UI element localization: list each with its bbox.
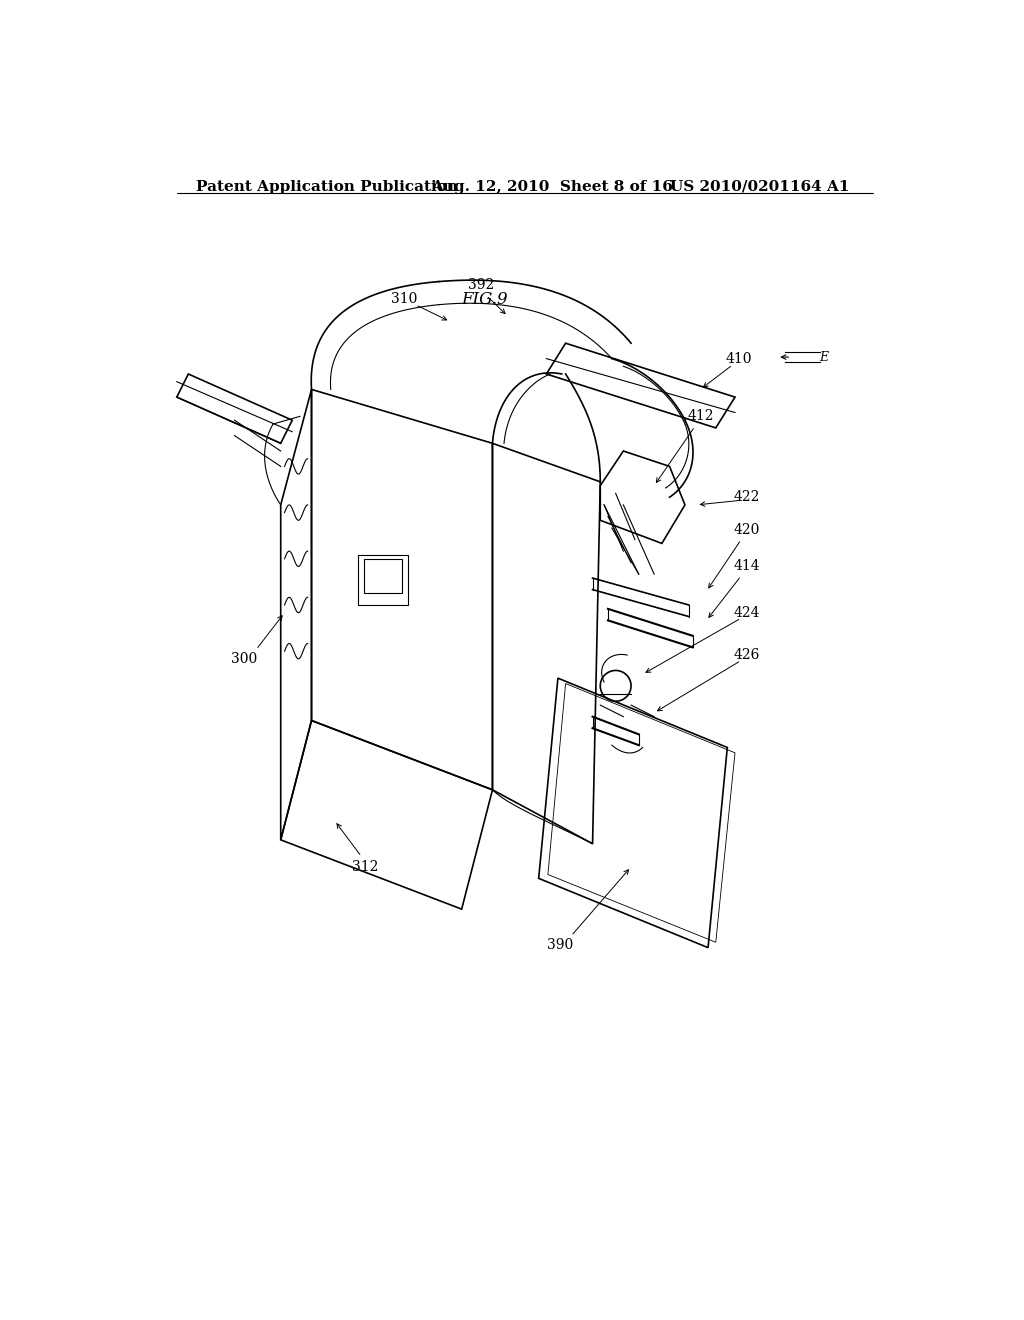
Text: 310: 310 [391, 292, 417, 305]
Bar [357, 554, 408, 605]
Text: E: E [819, 351, 828, 363]
Text: 426: 426 [733, 648, 760, 663]
Text: FIG.9: FIG.9 [462, 290, 508, 308]
Text: 422: 422 [733, 490, 760, 504]
Text: 390: 390 [547, 939, 573, 952]
Text: 410: 410 [726, 351, 752, 366]
Text: Aug. 12, 2010  Sheet 8 of 16: Aug. 12, 2010 Sheet 8 of 16 [431, 180, 673, 194]
Text: 392: 392 [468, 279, 494, 293]
Text: 420: 420 [733, 523, 760, 536]
Text: 312: 312 [352, 859, 379, 874]
Bar [364, 558, 402, 594]
Text: 414: 414 [733, 560, 760, 573]
Text: Patent Application Publication: Patent Application Publication [196, 180, 458, 194]
Text: 300: 300 [231, 652, 258, 665]
Text: 412: 412 [687, 409, 714, 424]
Text: US 2010/0201164 A1: US 2010/0201164 A1 [670, 180, 849, 194]
Text: 424: 424 [733, 606, 760, 619]
